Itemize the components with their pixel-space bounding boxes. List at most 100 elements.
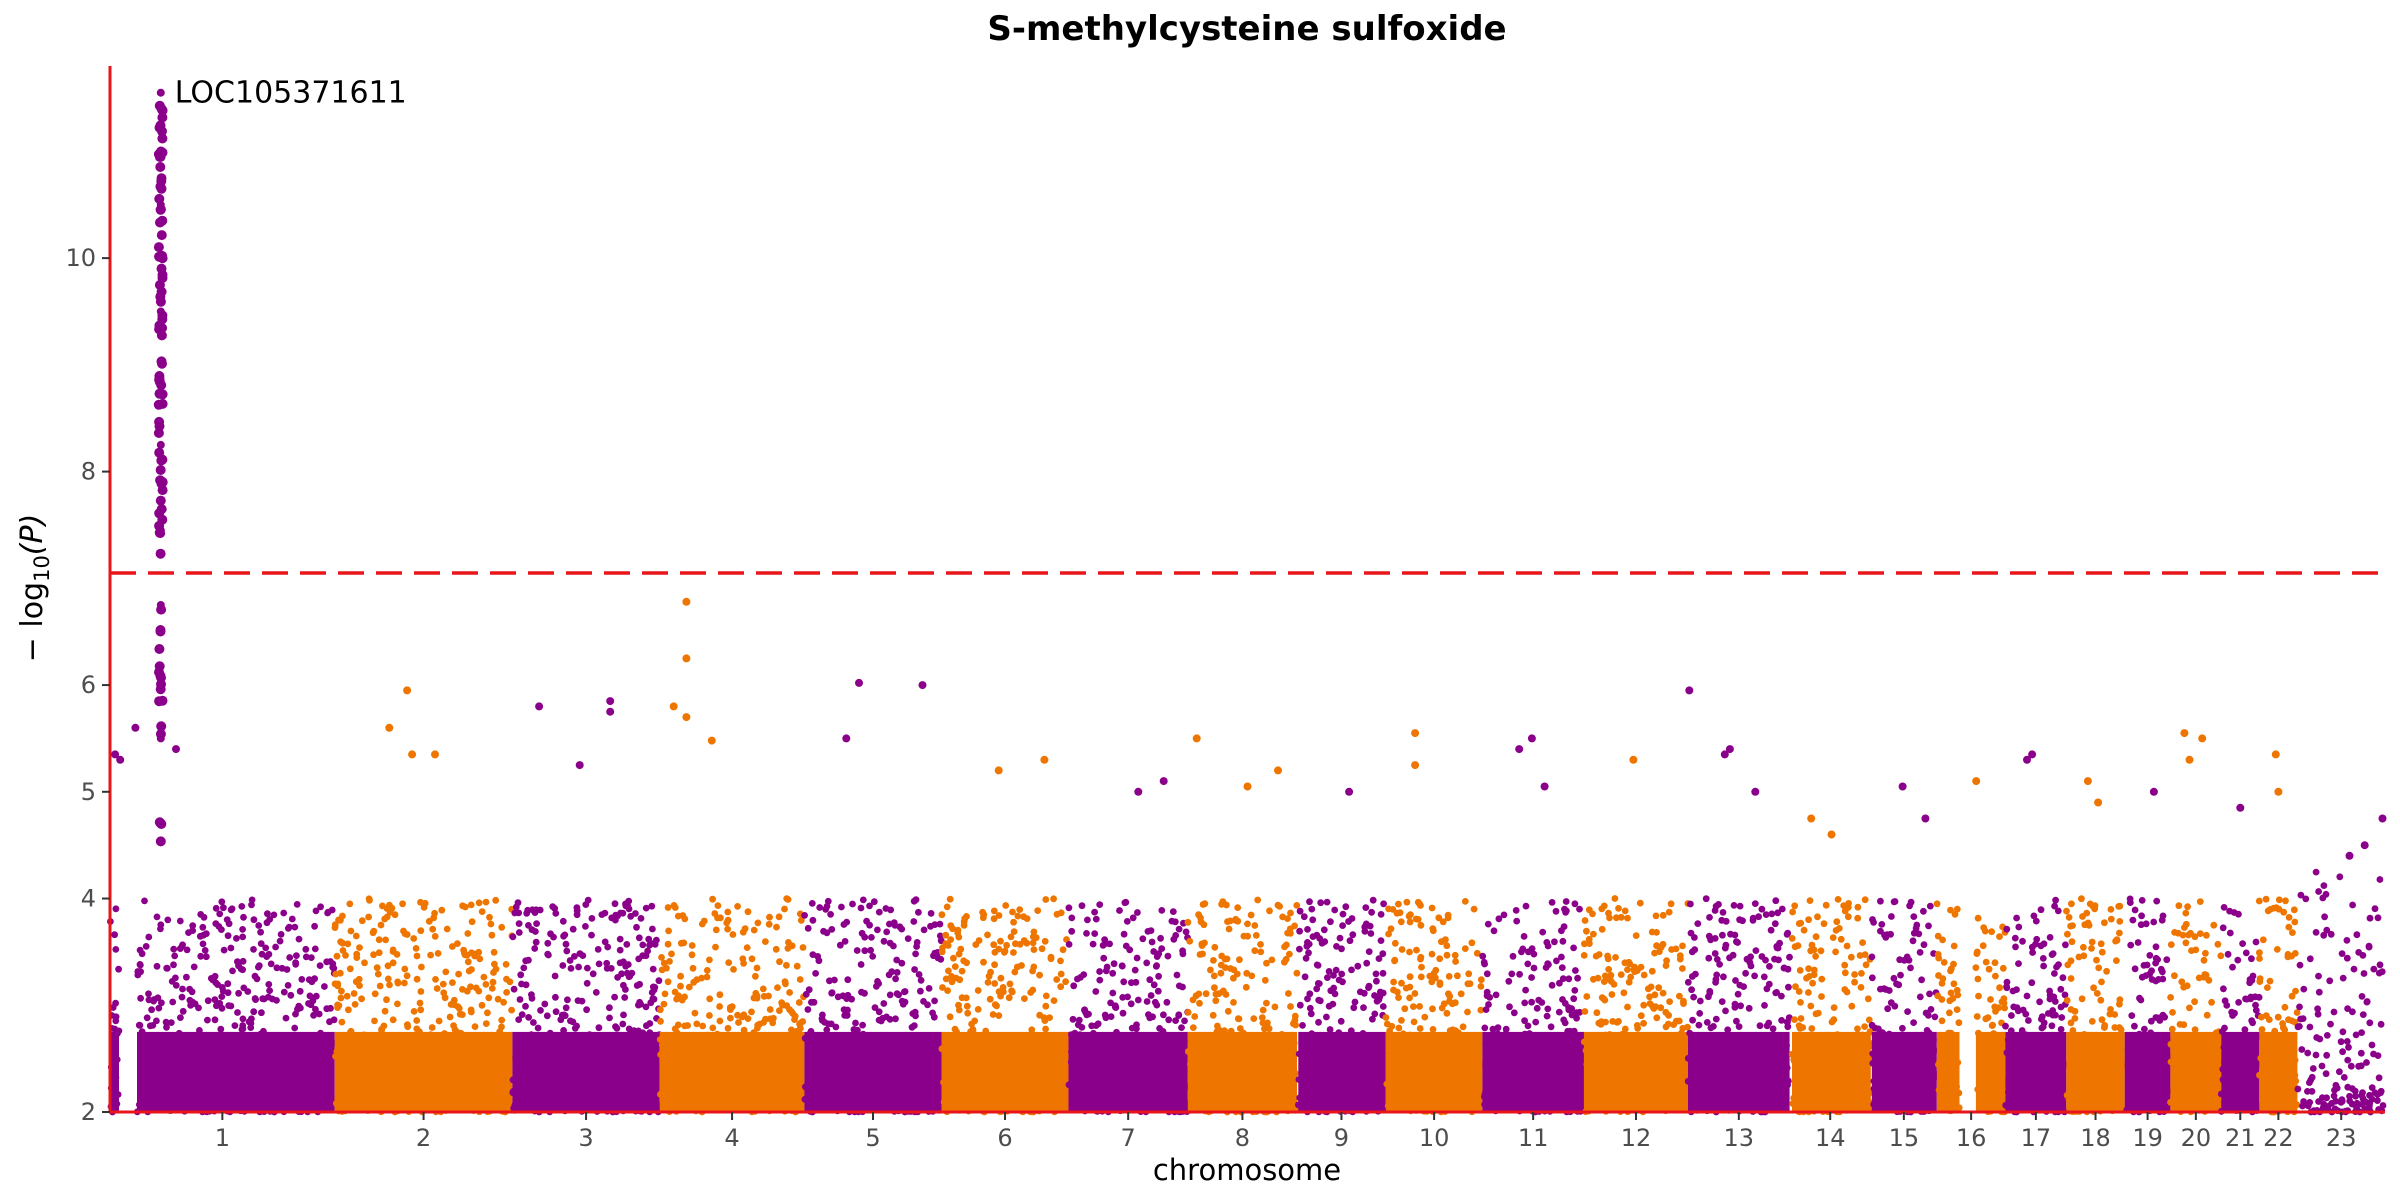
snp-point bbox=[986, 995, 994, 1003]
snp-point bbox=[1406, 973, 1414, 981]
snp-point bbox=[776, 1007, 783, 1014]
snp-point bbox=[1443, 1009, 1451, 1017]
snp-point bbox=[1920, 907, 1927, 915]
snp-point bbox=[1230, 999, 1237, 1006]
snp-point bbox=[2126, 899, 2134, 906]
snp-point bbox=[480, 973, 488, 981]
snp-point bbox=[204, 1016, 211, 1024]
snp-point bbox=[569, 925, 577, 933]
snp-point bbox=[1429, 927, 1437, 935]
snp-peak-point bbox=[1720, 750, 1729, 759]
snp-point bbox=[1721, 944, 1729, 952]
snp-point bbox=[1530, 964, 1538, 972]
snp-peak-point bbox=[1345, 787, 1354, 796]
snp-point bbox=[1494, 1024, 1502, 1032]
snp-point bbox=[284, 982, 292, 989]
snp-point bbox=[912, 1012, 919, 1020]
snp-point bbox=[867, 946, 874, 954]
snp-peak-point bbox=[994, 766, 1003, 775]
snp-point bbox=[153, 962, 161, 970]
snp-peak-point bbox=[154, 371, 165, 381]
snp-point bbox=[1933, 900, 1941, 908]
snp-point bbox=[644, 947, 651, 955]
snp-point bbox=[1982, 958, 1990, 966]
snp-point bbox=[1257, 941, 1264, 948]
snp-point bbox=[1436, 981, 1444, 988]
snp-point bbox=[2128, 1012, 2136, 1019]
snp-point bbox=[1395, 1024, 1403, 1032]
snp-point bbox=[785, 939, 792, 946]
snp-point bbox=[1690, 993, 1697, 1001]
snp-point bbox=[853, 947, 861, 954]
snp-point bbox=[1236, 956, 1243, 964]
snp-point bbox=[1833, 918, 1841, 926]
snp-point bbox=[1938, 980, 1946, 987]
snp-point bbox=[1926, 902, 1934, 910]
snp-point bbox=[827, 911, 834, 918]
snp-point bbox=[1368, 908, 1375, 916]
snp-point bbox=[220, 946, 228, 954]
snp-peak-point bbox=[155, 475, 166, 486]
snp-point bbox=[225, 920, 233, 928]
snp-point bbox=[1223, 955, 1231, 963]
snp-point bbox=[238, 903, 246, 910]
snp-point bbox=[1615, 905, 1622, 912]
snp-point bbox=[562, 1004, 570, 1012]
snp-point bbox=[468, 918, 476, 926]
snp-point bbox=[417, 927, 425, 935]
snp-point bbox=[927, 910, 935, 917]
snp-point bbox=[217, 1025, 225, 1033]
snp-point bbox=[946, 895, 954, 903]
snp-point bbox=[810, 998, 818, 1006]
snp-point bbox=[1314, 980, 1322, 987]
snp-point bbox=[2214, 940, 2222, 948]
snp-point bbox=[1387, 925, 1395, 933]
snp-point bbox=[1339, 978, 1346, 986]
snp-point bbox=[383, 996, 390, 1004]
snp-point bbox=[910, 897, 918, 905]
snp-point bbox=[1695, 1021, 1703, 1029]
snp-point bbox=[1760, 973, 1768, 981]
snp-point bbox=[562, 940, 570, 948]
snp-point bbox=[840, 1006, 848, 1013]
snp-point bbox=[2071, 1015, 2079, 1022]
snp-point bbox=[726, 1004, 734, 1011]
snp-point bbox=[1040, 1014, 1048, 1021]
snp-point bbox=[567, 965, 575, 972]
snp-point bbox=[510, 985, 518, 993]
snp-point bbox=[464, 930, 472, 937]
snp-point bbox=[1727, 930, 1734, 938]
snp-point bbox=[1179, 947, 1186, 955]
snp-point bbox=[1191, 1013, 1199, 1020]
snp-peak-point bbox=[155, 465, 166, 475]
snp-point bbox=[927, 922, 934, 930]
snp-point bbox=[1789, 908, 1796, 916]
snp-point bbox=[1430, 970, 1438, 977]
snp-point bbox=[1211, 984, 1218, 992]
snp-peak-point bbox=[842, 734, 851, 743]
snp-point bbox=[1542, 964, 1550, 971]
snp-point bbox=[1050, 997, 1058, 1004]
snp-point bbox=[1345, 918, 1352, 925]
snp-point bbox=[1984, 1014, 1992, 1021]
snp-point bbox=[2101, 1024, 2108, 1031]
snp-dense-region bbox=[1482, 1031, 1584, 1112]
snp-dense-region bbox=[2066, 1031, 2125, 1112]
snp-point bbox=[1413, 946, 1420, 954]
snp-point bbox=[224, 980, 232, 988]
snp-point bbox=[892, 1015, 899, 1023]
snp-point bbox=[137, 994, 145, 1002]
snp-point bbox=[515, 1016, 523, 1023]
snp-point bbox=[1814, 1009, 1822, 1017]
snp-point bbox=[1102, 967, 1110, 975]
snp-peak-point bbox=[157, 133, 168, 144]
snp-point bbox=[1109, 989, 1117, 997]
snp-point bbox=[739, 955, 747, 963]
snp-point bbox=[339, 912, 346, 920]
snp-point bbox=[1696, 997, 1704, 1005]
snp-point bbox=[214, 981, 222, 988]
snp-point bbox=[358, 917, 366, 925]
snp-point bbox=[1762, 911, 1770, 918]
snp-point bbox=[1406, 918, 1414, 926]
snp-point bbox=[944, 987, 951, 994]
